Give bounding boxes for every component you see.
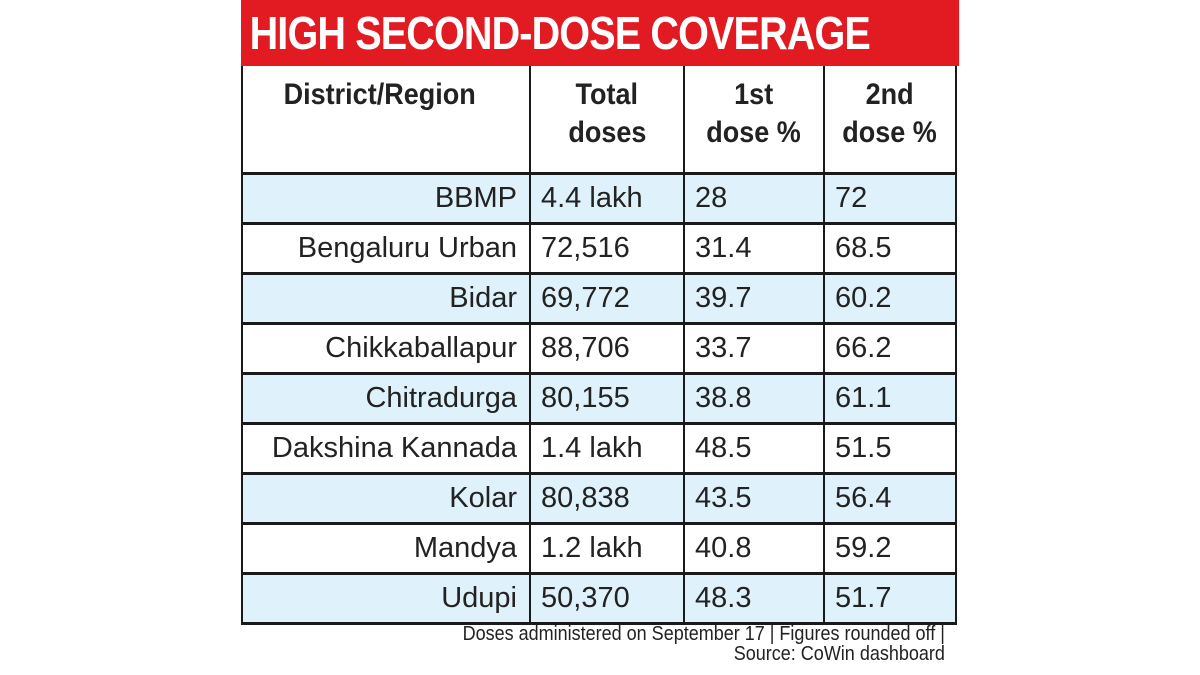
first-dose-cell: 39.7 [683,273,825,325]
header-line: dose % [842,116,938,149]
district-cell: Udupi [241,573,531,625]
first-dose-cell: 40.8 [683,523,825,575]
footnote-source: Source: CoWin dashboard [733,643,945,665]
second-dose-cell: 60.2 [823,273,957,325]
first-dose-cell: 48.3 [683,573,825,625]
district-cell: Bidar [241,273,531,325]
second-dose-cell: 51.5 [823,423,957,475]
table-row: Bidar 69,772 39.7 60.2 [241,273,957,325]
header-line: 1st [734,78,774,111]
header-line: dose % [706,116,802,149]
header-line: Total [575,78,639,111]
footnote: Doses administered on September 17 | Fig… [409,624,945,664]
table-row: BBMP 4.4 lakh 28 72 [241,173,957,225]
table-row: Mandya 1.2 lakh 40.8 59.2 [241,523,957,575]
total-doses-cell: 50,370 [529,573,685,625]
district-cell: Chitradurga [241,373,531,425]
district-cell: Mandya [241,523,531,575]
table-row: Chikkaballapur 88,706 33.7 66.2 [241,323,957,375]
header-total-doses: Total doses [529,66,685,175]
total-doses-cell: 1.4 lakh [529,423,685,475]
table-row: Udupi 50,370 48.3 51.7 [241,573,957,625]
district-cell: BBMP [241,173,531,225]
district-cell: Chikkaballapur [241,323,531,375]
second-dose-cell: 66.2 [823,323,957,375]
second-dose-cell: 72 [823,173,957,225]
table-row: Dakshina Kannada 1.4 lakh 48.5 51.5 [241,423,957,475]
total-doses-cell: 72,516 [529,223,685,275]
first-dose-cell: 33.7 [683,323,825,375]
total-doses-cell: 80,838 [529,473,685,525]
first-dose-cell: 28 [683,173,825,225]
header-row: District/Region Total doses 1st dose % 2nd… [241,66,957,175]
second-dose-cell: 51.7 [823,573,957,625]
header-district-text: District/Region [283,78,476,111]
coverage-table-card: HIGH SECOND-DOSE COVERAGE District/Regio… [241,0,960,675]
first-dose-cell: 38.8 [683,373,825,425]
total-doses-cell: 80,155 [529,373,685,425]
table-row: Kolar 80,838 43.5 56.4 [241,473,957,525]
second-dose-cell: 61.1 [823,373,957,425]
footnote-line-1: Doses administered on September 17 | Fig… [462,623,945,645]
header-district: District/Region [241,66,531,175]
header-first-dose: 1st dose % [683,66,825,175]
total-doses-cell: 88,706 [529,323,685,375]
second-dose-cell: 56.4 [823,473,957,525]
district-cell: Kolar [241,473,531,525]
second-dose-cell: 59.2 [823,523,957,575]
district-cell: Dakshina Kannada [241,423,531,475]
table-title: HIGH SECOND-DOSE COVERAGE [241,0,960,66]
first-dose-cell: 43.5 [683,473,825,525]
header-second-dose: 2nd dose % [823,66,957,175]
total-doses-cell: 1.2 lakh [529,523,685,575]
table-row: Bengaluru Urban 72,516 31.4 68.5 [241,223,957,275]
coverage-table: District/Region Total doses 1st dose % 2nd… [241,66,957,625]
total-doses-cell: 4.4 lakh [529,173,685,225]
header-line: doses [567,116,647,149]
table-row: Chitradurga 80,155 38.8 61.1 [241,373,957,425]
total-doses-cell: 69,772 [529,273,685,325]
header-line: 2nd [865,78,915,111]
first-dose-cell: 31.4 [683,223,825,275]
second-dose-cell: 68.5 [823,223,957,275]
first-dose-cell: 48.5 [683,423,825,475]
district-cell: Bengaluru Urban [241,223,531,275]
